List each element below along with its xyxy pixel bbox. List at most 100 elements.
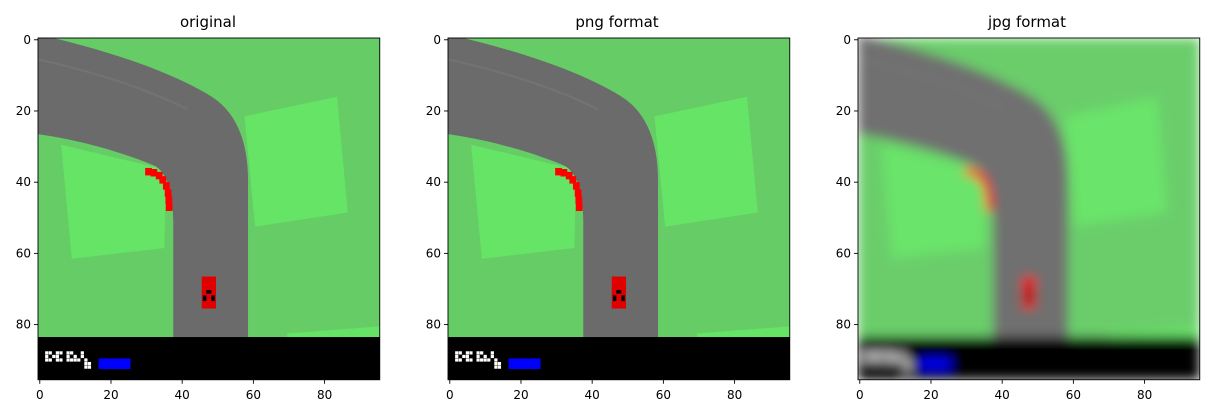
- kerb-segment: [965, 167, 972, 176]
- hud-pixel: [59, 351, 63, 355]
- kerb-segment: [985, 203, 993, 212]
- track-shading: [858, 58, 1008, 111]
- hud-pixel: [476, 354, 480, 359]
- hud-pixel: [87, 361, 92, 366]
- grass-patch-left: [881, 144, 987, 259]
- track-shading: [448, 58, 598, 111]
- car-wheel: [202, 295, 207, 302]
- car-cockpit: [616, 290, 622, 294]
- race-track: [858, 38, 1069, 338]
- hud-pixel: [48, 358, 52, 362]
- kerb-segment: [145, 167, 152, 176]
- hud-pixel: [476, 351, 480, 355]
- hud-bar: [38, 337, 380, 380]
- hud-pixel: [52, 354, 56, 359]
- hud-pixel: [59, 358, 63, 362]
- track-shading: [38, 58, 188, 111]
- hud-pixel: [455, 351, 459, 355]
- hud-pixel: [45, 358, 49, 362]
- hud-pixel: [904, 365, 908, 369]
- x-tick-label: 80: [1137, 388, 1152, 402]
- hud-pixel: [904, 358, 908, 362]
- hud-bar: [858, 337, 1200, 380]
- panel-title: original: [180, 13, 236, 31]
- hud-pixel: [490, 351, 494, 355]
- kerb-segment: [984, 189, 992, 197]
- hud-pixel: [875, 358, 880, 362]
- kerb-segment: [574, 189, 582, 197]
- grass-patch-right: [244, 96, 348, 227]
- kerb-segment: [569, 176, 577, 184]
- hud-pixel: [897, 358, 901, 362]
- hud-pixel: [45, 354, 49, 359]
- x-tick-label: 40: [175, 388, 190, 402]
- hud-pixel: [70, 351, 74, 355]
- y-tick-label: 40: [426, 175, 441, 189]
- hud-pixel: [893, 354, 897, 359]
- x-tick-label: 80: [317, 388, 332, 402]
- hud-pixel: [886, 358, 890, 362]
- grass-patch-bottom: [697, 326, 790, 338]
- kerb-segment: [982, 182, 990, 190]
- y-tick-label: 40: [16, 175, 31, 189]
- hud-pixel: [886, 354, 890, 359]
- hud-pixel: [483, 354, 487, 359]
- hud-pixel: [469, 351, 473, 355]
- x-tick-label: 20: [103, 388, 118, 402]
- hud-speed-indicator: [508, 358, 541, 370]
- kerb-segment: [560, 169, 568, 177]
- kerb-segment: [165, 196, 173, 204]
- kerb-segment: [162, 182, 170, 190]
- kerb-segment: [555, 167, 562, 176]
- x-tick-label: 60: [246, 388, 261, 402]
- game-frame-image: [38, 38, 380, 380]
- hud-pixel: [483, 358, 487, 362]
- y-tick-label: 60: [836, 246, 851, 260]
- grass-patch-bottom: [287, 326, 380, 338]
- hud-pixel: [900, 354, 904, 359]
- hud-pixel: [55, 351, 60, 355]
- hud-pixel: [890, 351, 894, 355]
- hud-pixel: [875, 351, 880, 355]
- hud-pixel: [890, 358, 894, 362]
- grass-patch-bottom: [1107, 326, 1200, 338]
- kerb-segment: [159, 176, 167, 184]
- y-tick-label: 0: [23, 33, 31, 47]
- hud-pixel: [487, 358, 491, 362]
- hud-pixel: [458, 351, 462, 355]
- panel-png: png format 0 20 40 60 80 0 20 40 60 80: [426, 13, 791, 402]
- race-track: [448, 38, 659, 338]
- y-tick-label: 60: [16, 246, 31, 260]
- x-tick-label: 20: [923, 388, 938, 402]
- hud-pixel: [455, 354, 459, 359]
- hud-score-digits: [865, 351, 912, 369]
- hud-pixel: [465, 351, 470, 355]
- hud-pixel: [84, 358, 88, 362]
- hud-pixel: [84, 361, 88, 366]
- race-track: [38, 38, 249, 338]
- hud-pixel: [480, 358, 484, 362]
- hud-pixel: [455, 358, 459, 362]
- y-tick-label: 40: [836, 175, 851, 189]
- hud-pixel: [872, 354, 876, 359]
- game-frame-image: [858, 38, 1200, 380]
- hud-pixel: [497, 361, 502, 366]
- hud-pixel: [462, 354, 466, 359]
- x-tick-label: 0: [856, 388, 864, 402]
- hud-pixel: [73, 354, 77, 359]
- kerb-segment: [150, 169, 158, 177]
- panel-title: jpg format: [987, 13, 1066, 31]
- x-tick-label: 40: [585, 388, 600, 402]
- y-tick-label: 20: [836, 104, 851, 118]
- hud-score-digits: [45, 351, 92, 369]
- car-wheel: [621, 295, 625, 302]
- game-frame-image: [448, 38, 790, 380]
- hud-pixel: [907, 361, 912, 366]
- hud-pixel: [70, 358, 74, 362]
- axes-frame: [37, 37, 381, 381]
- car-cockpit: [1026, 290, 1032, 294]
- game-scene: [858, 38, 1200, 380]
- hud-pixel: [66, 358, 70, 362]
- x-tick-label: 60: [1066, 388, 1081, 402]
